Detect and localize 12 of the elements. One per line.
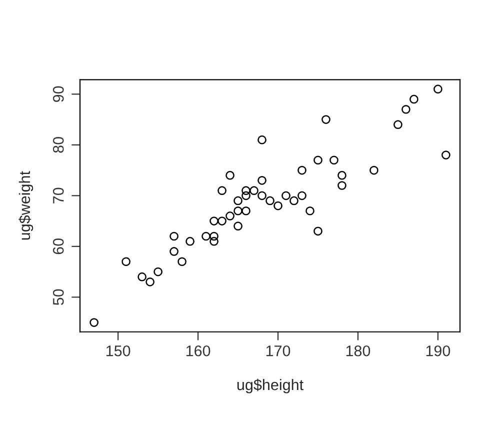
y-tick-label: 80 xyxy=(52,137,64,153)
y-tick-label: 50 xyxy=(52,289,64,306)
y-tick-label: 90 xyxy=(52,86,64,102)
x-tick-label: 180 xyxy=(346,345,370,356)
y-axis-title: ug$weight xyxy=(18,171,34,240)
y-tick-label: 70 xyxy=(52,188,64,204)
x-tick-label: 170 xyxy=(266,345,290,356)
x-tick-label: 160 xyxy=(186,345,210,356)
x-tick-label: 150 xyxy=(106,345,130,356)
y-tick-label: 60 xyxy=(52,238,64,254)
x-tick-label: 190 xyxy=(426,345,450,356)
x-axis-title: ug$height xyxy=(237,378,304,394)
